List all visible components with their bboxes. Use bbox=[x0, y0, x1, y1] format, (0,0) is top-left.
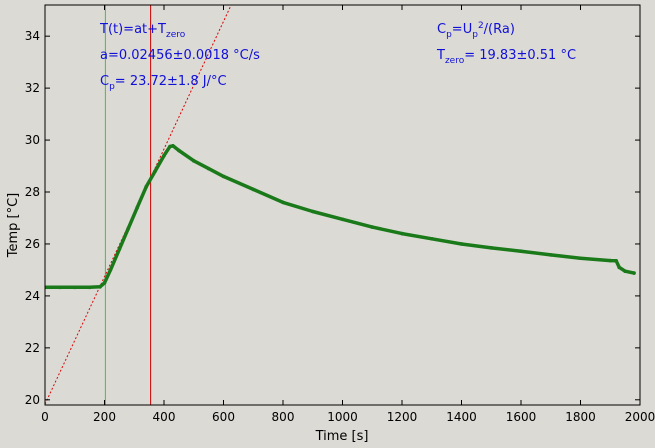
data-point bbox=[108, 268, 113, 272]
annotation-cp-formula-post: /(Ra) bbox=[484, 22, 515, 37]
data-point bbox=[519, 249, 523, 254]
data-point bbox=[168, 144, 172, 149]
y-tick-label: 30 bbox=[25, 133, 40, 147]
annotation-t-zero-value: = 19.83±0.51 °C bbox=[464, 48, 576, 63]
annotation-cp-formula-sup: 2 bbox=[478, 21, 484, 31]
data-point bbox=[578, 256, 583, 261]
data-series-line bbox=[45, 144, 636, 290]
data-point bbox=[489, 246, 494, 250]
x-tick-label: 0 bbox=[41, 410, 49, 424]
data-point bbox=[459, 242, 464, 246]
data-point bbox=[281, 200, 285, 205]
annotation-t-zero: Tzero= 19.83±0.51 °C bbox=[436, 48, 576, 66]
x-tick-label: 1200 bbox=[387, 410, 418, 424]
data-point bbox=[400, 231, 404, 236]
annotation-equation: T(t)=at+Tzero bbox=[99, 22, 186, 40]
y-tick-label: 24 bbox=[25, 289, 40, 303]
y-tick-label: 34 bbox=[25, 29, 40, 43]
chart-marks bbox=[45, 5, 636, 405]
y-tick-label: 22 bbox=[25, 341, 40, 355]
data-point bbox=[58, 285, 62, 290]
y-axis-label: Temp [°C] bbox=[6, 193, 21, 259]
annotation-t-zero-sub: zero bbox=[445, 56, 465, 66]
x-tick-label: 200 bbox=[93, 410, 116, 424]
data-point bbox=[191, 159, 196, 163]
data-point bbox=[608, 258, 613, 263]
data-point bbox=[72, 285, 77, 290]
y-tick-label: 20 bbox=[25, 393, 40, 407]
data-point bbox=[98, 285, 102, 289]
x-tick-label: 1800 bbox=[565, 410, 596, 424]
x-tick-label: 2000 bbox=[625, 410, 655, 424]
x-tick-label: 800 bbox=[272, 410, 295, 424]
data-point bbox=[117, 247, 122, 251]
annotation-cp-formula-main: C bbox=[437, 22, 446, 37]
data-point bbox=[429, 236, 434, 241]
x-tick-label: 1600 bbox=[506, 410, 537, 424]
y-tick-label: 26 bbox=[25, 237, 40, 251]
annotation-cp-formula-mid: =U bbox=[452, 22, 472, 37]
data-point bbox=[177, 148, 181, 153]
annotation-cp-formula-sub2: p bbox=[472, 30, 478, 40]
x-tick-label: 600 bbox=[212, 410, 235, 424]
data-point bbox=[623, 269, 627, 274]
y-tick-label: 32 bbox=[25, 81, 40, 95]
x-tick-label: 1400 bbox=[446, 410, 477, 424]
data-point bbox=[153, 169, 157, 174]
x-axis-label: Time [s] bbox=[315, 429, 369, 444]
data-point bbox=[548, 253, 553, 257]
data-point bbox=[206, 166, 211, 171]
data-point bbox=[102, 281, 107, 285]
annotation-heat-capacity-sub: p bbox=[109, 82, 115, 92]
annotation-t-zero-main: T bbox=[436, 48, 445, 63]
x-tick-label: 1000 bbox=[327, 410, 358, 424]
data-point bbox=[632, 271, 636, 275]
y-tick-label: 28 bbox=[25, 185, 40, 199]
annotation-equation-sub: zero bbox=[166, 30, 186, 40]
data-point bbox=[310, 209, 315, 214]
data-point bbox=[171, 143, 175, 148]
x-tick-label: 400 bbox=[153, 410, 176, 424]
data-point bbox=[221, 174, 226, 179]
data-point bbox=[251, 187, 256, 192]
annotation-heat-capacity-main: C bbox=[100, 74, 109, 89]
data-point bbox=[614, 259, 618, 263]
data-point bbox=[617, 265, 621, 270]
annotation-heat-capacity: Cp= 23.72±1.8 J/°C bbox=[100, 74, 227, 92]
data-point bbox=[135, 205, 140, 210]
data-point bbox=[340, 217, 345, 222]
annotation-cp-formula-sub: p bbox=[446, 30, 452, 40]
data-point bbox=[144, 185, 148, 189]
annotation-heat-capacity-value: = 23.72±1.8 J/°C bbox=[115, 74, 227, 89]
data-point bbox=[162, 153, 166, 158]
data-point bbox=[126, 226, 131, 231]
annotation-cp-formula: Cp=Up2/(Ra) bbox=[437, 21, 515, 40]
data-point bbox=[370, 225, 375, 229]
plot-area bbox=[45, 5, 640, 405]
axis-ticks: 0 200 400 600 800 1000 1200 1400 1600 1800 2000 20 2… bbox=[25, 5, 655, 424]
annotation-equation-main: T(t)=at+T bbox=[99, 22, 166, 37]
data-point bbox=[87, 285, 92, 290]
annotation-slope: a=0.02456±0.0018 °C/s bbox=[100, 48, 260, 63]
